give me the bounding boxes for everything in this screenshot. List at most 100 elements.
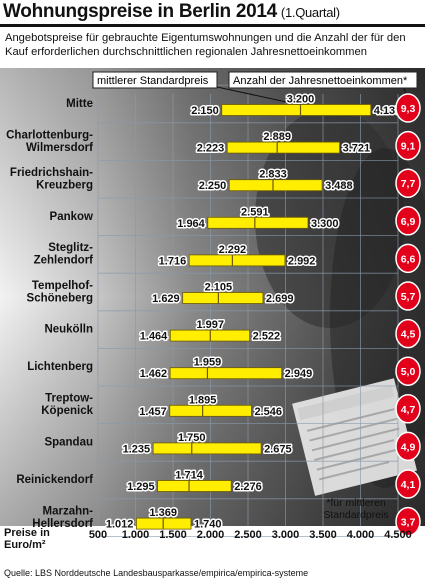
income-badge-value: 9,1 <box>401 141 416 153</box>
max-label-halo: 1.740 <box>194 519 222 531</box>
district-label-line: Marzahn- <box>43 505 94 517</box>
district-label: Friedrichshain-Kreuzberg <box>10 167 93 192</box>
min-label-text: 1.464 <box>140 331 168 343</box>
income-badge: 5,7 <box>395 281 421 311</box>
income-badge: 3,7 <box>395 506 421 537</box>
max-label-text: 3.721 <box>343 143 371 155</box>
x-axis-label: Preise in Euro/m² <box>4 527 50 551</box>
income-badge: 9,3 <box>395 93 421 123</box>
range-bar <box>169 404 252 417</box>
max-label-halo: 2.699 <box>266 293 294 305</box>
chart-subtitle: Angebotspreise für gebrauchte Eigentumsw… <box>5 32 406 58</box>
district-label: Tempelhof-Schöneberg <box>27 280 94 305</box>
income-badge-value: 4,9 <box>401 441 416 453</box>
median-label-text: 3.200 <box>287 94 315 106</box>
income-badge-circle <box>395 431 421 462</box>
max-label-halo: 2.546 <box>254 406 282 418</box>
district-label-line: Tempelhof- <box>32 280 93 292</box>
income-badge-circle <box>395 469 421 499</box>
x-axis-label-line: Preise in <box>4 527 50 539</box>
range-bar <box>228 179 323 192</box>
max-label-text: 2.522 <box>253 331 281 343</box>
min-label-halo: 1.716 <box>159 255 187 267</box>
min-label-text: 1.716 <box>159 255 187 267</box>
district-label: Reinickendorf <box>16 474 93 486</box>
header: Wohnungspreise in Berlin 2014 (1.Quartal) <box>0 0 425 27</box>
max-label-halo: 3.488 <box>325 180 353 192</box>
income-badge: 4,1 <box>395 469 421 499</box>
median-label-halo: 2.889 <box>263 131 291 143</box>
chart-title: Wohnungspreise in Berlin 2014 (1.Quartal) <box>3 1 340 23</box>
x-tick-label: 2.500 <box>234 529 262 540</box>
district-label-line: Pankow <box>50 211 94 223</box>
max-label-text: 3.488 <box>325 180 353 192</box>
min-label-text: 1.012 <box>106 519 134 531</box>
income-badge-circle <box>395 93 421 123</box>
max-label-halo: 2.675 <box>264 443 292 455</box>
income-badge-circle <box>395 168 421 198</box>
income-badge-circle <box>395 206 421 236</box>
income-badge-value: 4,5 <box>401 329 416 341</box>
max-label-halo: 2.949 <box>285 368 313 380</box>
row: Friedrichshain-Kreuzberg2.8332.8332.2502… <box>10 167 421 198</box>
income-badge-value: 4,7 <box>401 404 416 416</box>
district-label: Lichtenberg <box>27 361 93 373</box>
min-label-halo: 2.250 <box>199 180 227 192</box>
income-badge: 6,9 <box>395 206 421 236</box>
income-badge-circle <box>395 356 421 386</box>
max-label-halo: 2.992 <box>288 255 316 267</box>
footnote-line: Standardpreis <box>323 509 388 521</box>
median-label-halo: 1.369 <box>149 507 177 519</box>
district-label-line: Lichtenberg <box>27 361 93 373</box>
title-rule <box>0 24 425 27</box>
income-badge-circle <box>395 243 421 274</box>
district-label-line: Kreuzberg <box>36 179 93 191</box>
range-bar <box>182 292 264 304</box>
x-tick-label: 1.500 <box>159 529 187 540</box>
median-label-text: 2.889 <box>263 131 291 143</box>
district-label: Neukölln <box>44 324 93 336</box>
district-label: Mitte <box>66 98 93 110</box>
district-label: Charlottenburg-Wilmersdorf <box>6 129 93 154</box>
income-badge-value: 7,7 <box>401 178 416 190</box>
median-label-text: 1.959 <box>194 357 222 369</box>
income-badge: 4,7 <box>395 394 421 424</box>
median-label-text: 2.833 <box>259 169 287 181</box>
median-label-halo: 1.895 <box>189 394 217 406</box>
income-badge: 7,7 <box>395 168 421 198</box>
district-label-line: Köpenick <box>41 405 93 417</box>
district-label-line: Wilmersdorf <box>26 142 93 154</box>
district-label: Treptow-Köpenick <box>41 393 93 418</box>
median-label-halo: 1.959 <box>194 357 222 369</box>
range-bar-chart: mittlerer Standardpreis Anzahl der Jahre… <box>0 68 425 540</box>
district-label-line: Spandau <box>44 436 93 448</box>
range-bar <box>226 141 340 154</box>
min-label-halo: 1.235 <box>123 443 151 455</box>
district-label-line: Neukölln <box>44 324 93 336</box>
median-label-halo: 1.714 <box>175 470 203 482</box>
median-label-halo: 2.833 <box>259 169 287 181</box>
max-label-text: 2.949 <box>285 368 313 380</box>
income-badge-value: 5,7 <box>401 291 416 303</box>
district-label: Marzahn-Hellersdorf <box>32 505 93 529</box>
income-badge-value: 5,0 <box>401 366 416 378</box>
